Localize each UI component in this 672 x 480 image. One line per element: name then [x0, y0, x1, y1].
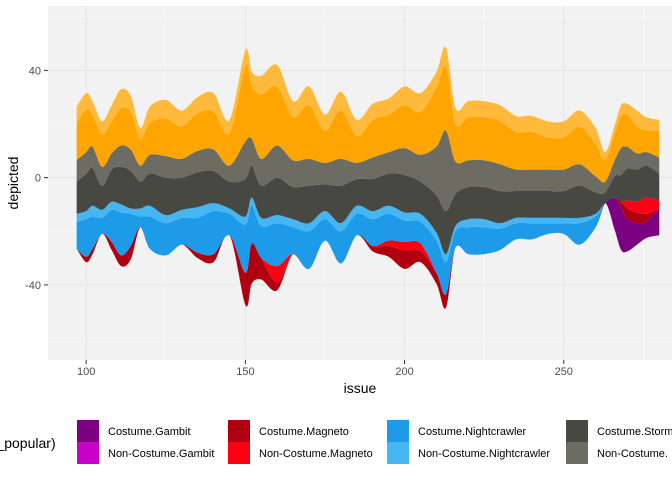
legend-label-non-costume-gambit: Non-Costume.Gambit	[108, 448, 214, 460]
x-tick-label: 200	[395, 366, 413, 378]
x-tick-label: 100	[77, 366, 95, 378]
legend-label-non-costume-nightcrawler: Non-Costume.Nightcrawler	[418, 448, 550, 460]
stream-layers	[76, 46, 660, 309]
stream-costume-storm	[76, 165, 660, 255]
legend-label-costume-nightcrawler: Costume.Nightcrawler	[418, 426, 527, 438]
y-axis-title: depicted	[5, 157, 21, 210]
stream-series-9	[76, 64, 660, 183]
legend-label-non-costume-magneto: Non-Costume.Magneto	[259, 448, 373, 460]
stream-non-costume-nightcrawler	[76, 197, 660, 263]
legend: ar_popular) Costume.Gambit Non-Costume.Ga…	[0, 420, 672, 464]
legend-key-costume-gambit	[77, 420, 99, 442]
legend-key-costume-storm	[566, 420, 588, 442]
legend-key-non-costume-gambit	[77, 442, 99, 464]
x-axis-title: issue	[344, 380, 377, 396]
legend-key-costume-nightcrawler	[387, 420, 409, 442]
y-tick-label: 0	[35, 173, 41, 185]
legend-key-non-costume-magneto	[228, 442, 250, 464]
y-tick-label: 40	[29, 65, 41, 77]
axes: 100 150 200 250 -40 0 40	[25, 65, 573, 378]
legend-label-non-costume: Non-Costume.	[597, 448, 668, 460]
stream-non-costume	[76, 130, 660, 212]
legend-label-costume-gambit: Costume.Gambit	[108, 426, 191, 438]
legend-key-costume-magneto	[228, 420, 250, 442]
legend-title: ar_popular)	[0, 435, 56, 451]
stream-costume-nightcrawler	[76, 197, 660, 295]
legend-label-costume-magneto: Costume.Magneto	[259, 426, 349, 438]
x-tick-label: 150	[236, 366, 254, 378]
legend-key-non-costume-nightcrawler	[387, 442, 409, 464]
legend-key-non-costume	[566, 442, 588, 464]
x-tick-label: 250	[555, 366, 573, 378]
y-tick-label: -40	[25, 280, 41, 292]
legend-label-costume-storm: Costume.Storm	[597, 426, 672, 438]
stream-costume-magneto	[76, 197, 660, 309]
stream-series-10	[76, 46, 660, 161]
